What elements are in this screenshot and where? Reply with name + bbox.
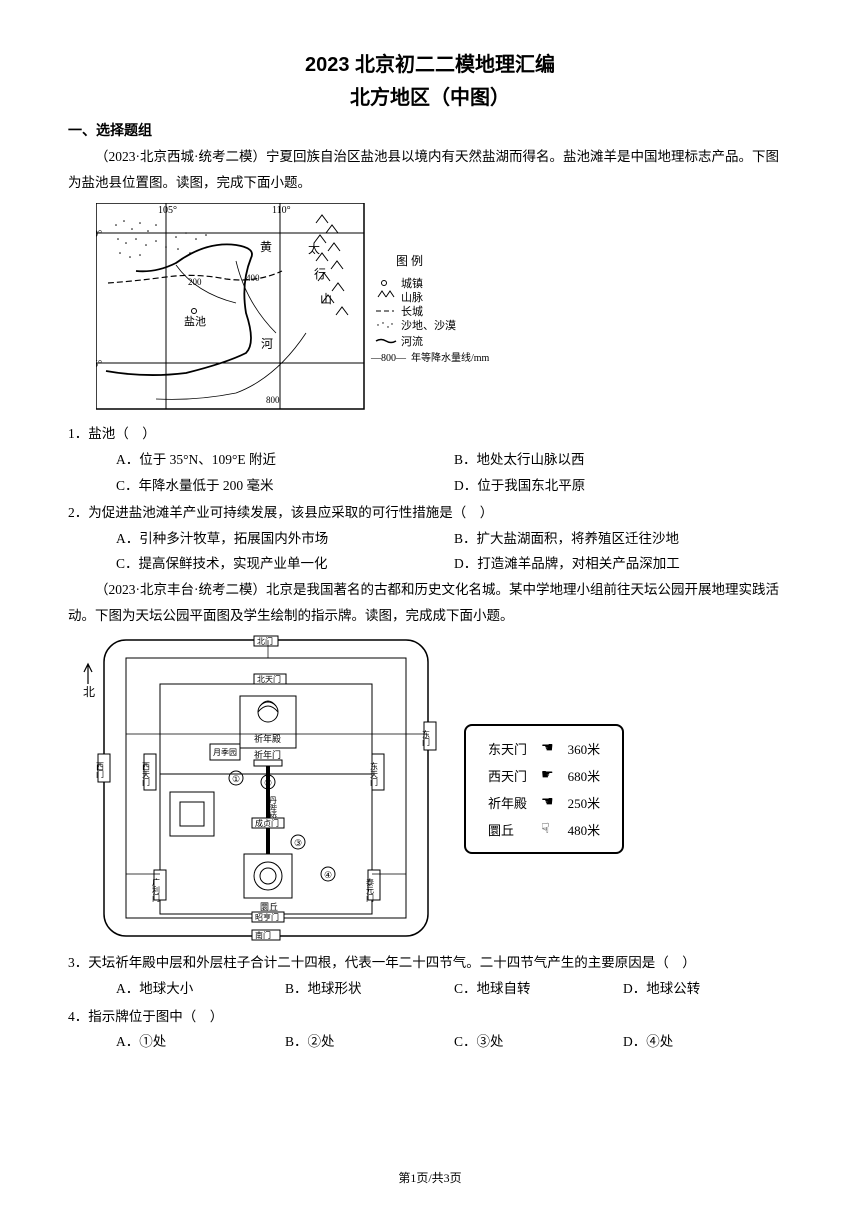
q2-b: B．扩大盐湖面积，将养殖区迁往沙地 xyxy=(454,526,792,552)
sign-row: 西天门 ☛ 680米 xyxy=(482,763,606,788)
q3-a: A．地球大小 xyxy=(116,976,285,1002)
q4-c: C．③处 xyxy=(454,1029,623,1055)
q4-text: 指示牌位于图中（ ） xyxy=(88,1009,223,1024)
sign-row: 东天门 ☚ 360米 xyxy=(482,736,606,761)
sign-dist: 480米 xyxy=(562,817,607,842)
page-title-sub: 北方地区（中图） xyxy=(68,81,792,110)
figure-map2: 北 北门 北天门 东门 东天门 西门 西天门 南门 祈年殿 祈年门 丹陛桥 成贞… xyxy=(80,634,440,944)
lat-35: 35° xyxy=(96,359,102,370)
sign-dist: 250米 xyxy=(562,790,607,815)
figure-map2-wrapper: 北 北门 北天门 东门 东天门 西门 西天门 南门 祈年殿 祈年门 丹陛桥 成贞… xyxy=(80,634,792,944)
legend-town: 城镇 xyxy=(401,276,423,290)
legend-title: 图 例 xyxy=(396,254,423,268)
intro2-source: （2023·北京丰台·统考二模）北京是我国著名的古都和历史文化名城。某中学地理小… xyxy=(68,577,792,628)
yuanqiu-label: 圜丘 xyxy=(260,902,278,912)
hand-icon: ☟ xyxy=(541,821,550,838)
hand-icon: ☛ xyxy=(541,767,554,784)
q4-a: A．①处 xyxy=(116,1029,285,1055)
q1-b: B．地处太行山脉以西 xyxy=(454,447,792,473)
q4-options: A．①处 B．②处 C．③处 D．④处 xyxy=(68,1029,792,1055)
guangli: 广利门 xyxy=(152,877,161,903)
q2-options: A．引种多汁牧草，拓展国内外市场 B．扩大盐湖面积，将养殖区迁往沙地 C．提高保… xyxy=(68,526,792,577)
q3: 3．天坛祈年殿中层和外层柱子合计二十四根，代表一年二十四节气。二十四节气产生的主… xyxy=(68,950,792,976)
gate-south: 南门 xyxy=(255,930,271,940)
lon-105: 105° xyxy=(158,205,177,216)
q3-options: A．地球大小 B．地球形状 C．地球自转 D．地球公转 xyxy=(68,976,792,1002)
sign-label: 祈年殿 xyxy=(482,790,533,815)
sign-label: 圜丘 xyxy=(482,817,533,842)
q4-b: B．②处 xyxy=(285,1029,454,1055)
yueji: 月季园 xyxy=(213,747,237,757)
gate-wtian: 西天门 xyxy=(142,762,151,787)
sign-row: 圜丘 ☟ 480米 xyxy=(482,817,606,842)
q3-num: 3． xyxy=(68,955,88,970)
label-he: 河 xyxy=(261,337,273,351)
sign-row: 祈年殿 ☚ 250米 xyxy=(482,790,606,815)
sign-label: 东天门 xyxy=(482,736,533,761)
legend-wall: 长城 xyxy=(401,305,423,318)
figure-map1: 105° 110° 40° 35° 太 行 山 黄 河 200 400 xyxy=(96,203,792,413)
q3-text: 天坛祈年殿中层和外层柱子合计二十四根，代表一年二十四节气。二十四节气产生的主要原… xyxy=(88,955,696,970)
q1-d: D．位于我国东北平原 xyxy=(454,473,792,499)
legend-mountain: 山脉 xyxy=(401,290,423,304)
gate-north: 北门 xyxy=(257,636,273,646)
qinian-gate: 祈年门 xyxy=(254,749,281,760)
gate-east: 东门 xyxy=(422,729,431,747)
q4: 4．指示牌位于图中（ ） xyxy=(68,1004,792,1030)
sign-dist: 680米 xyxy=(562,763,607,788)
intro1-source: （2023·北京西城·统考二模）宁夏回族自治区盐池县以境内有天然盐湖而得名。盐池… xyxy=(68,144,792,195)
q3-b: B．地球形状 xyxy=(285,976,454,1002)
q1-a: A．位于 35°N、109°E 附近 xyxy=(116,447,454,473)
lat-40: 40° xyxy=(96,229,102,240)
sign-dist: 360米 xyxy=(562,736,607,761)
q2-num: 2． xyxy=(68,505,88,520)
hand-icon: ☚ xyxy=(541,794,554,811)
label-tai: 太 xyxy=(308,241,320,256)
q1-c: C．年降水量低于 200 毫米 xyxy=(116,473,454,499)
north-label: 北 xyxy=(83,685,95,699)
sign-label: 西天门 xyxy=(482,763,533,788)
label-shan: 山 xyxy=(320,292,332,306)
hand-icon: ☚ xyxy=(541,740,554,757)
gate-ntian: 北天门 xyxy=(257,674,281,684)
corridor-label: 丹陛桥 xyxy=(269,796,278,821)
qinian-hall: 祈年殿 xyxy=(254,733,281,744)
q4-num: 4． xyxy=(68,1009,88,1024)
q1: 1．盐池（ ） xyxy=(68,421,792,447)
marker-1: ① xyxy=(232,774,240,784)
label-huang: 黄 xyxy=(260,240,272,254)
q2: 2．为促进盐池滩羊产业可持续发展，该县应采取的可行性措施是（ ） xyxy=(68,500,792,526)
gate-west: 西门 xyxy=(96,762,105,779)
q2-c: C．提高保鲜技术，实现产业单一化 xyxy=(116,551,454,577)
label-yanchi: 盐池 xyxy=(184,315,206,328)
legend-isoline-sym: —800— xyxy=(370,353,407,364)
iso-400: 400 xyxy=(246,273,260,283)
marker-3: ③ xyxy=(294,838,302,848)
q1-options: A．位于 35°N、109°E 附近 B．地处太行山脉以西 C．年降水量低于 2… xyxy=(68,447,792,498)
lon-110: 110° xyxy=(272,205,291,216)
iso-800: 800 xyxy=(266,395,280,405)
legend-sand: 沙地、沙漠 xyxy=(401,319,456,332)
q1-text: 盐池（ ） xyxy=(88,426,156,441)
q2-a: A．引种多汁牧草，拓展国内外市场 xyxy=(116,526,454,552)
section-heading: 一、选择题组 xyxy=(68,120,792,140)
q3-c: C．地球自转 xyxy=(454,976,623,1002)
q1-num: 1． xyxy=(68,426,88,441)
marker-4: ④ xyxy=(324,870,332,880)
q2-text: 为促进盐池滩羊产业可持续发展，该县应采取的可行性措施是（ ） xyxy=(88,505,493,520)
taiyuan: 泰元门 xyxy=(366,877,375,903)
label-hang: 行 xyxy=(314,267,326,281)
q2-d: D．打造滩羊品牌，对相关产品深加工 xyxy=(454,551,792,577)
legend-river: 河流 xyxy=(401,334,423,348)
chengzhen: 成贞门 xyxy=(255,818,279,828)
marker-2: ② xyxy=(264,778,272,788)
page-footer: 第1页/共3页 xyxy=(0,1169,860,1186)
q3-d: D．地球公转 xyxy=(623,976,792,1002)
zhaoheng: 昭亨门 xyxy=(255,912,279,922)
q4-d: D．④处 xyxy=(623,1029,792,1055)
iso-200: 200 xyxy=(188,277,202,287)
signboard: 东天门 ☚ 360米 西天门 ☛ 680米 祈年殿 ☚ 250米 圜丘 ☟ 480米 xyxy=(464,724,624,854)
legend-isoline: 年等降水量线/mm xyxy=(411,351,490,364)
page-title-main: 2023 北京初二二模地理汇编 xyxy=(68,48,792,77)
